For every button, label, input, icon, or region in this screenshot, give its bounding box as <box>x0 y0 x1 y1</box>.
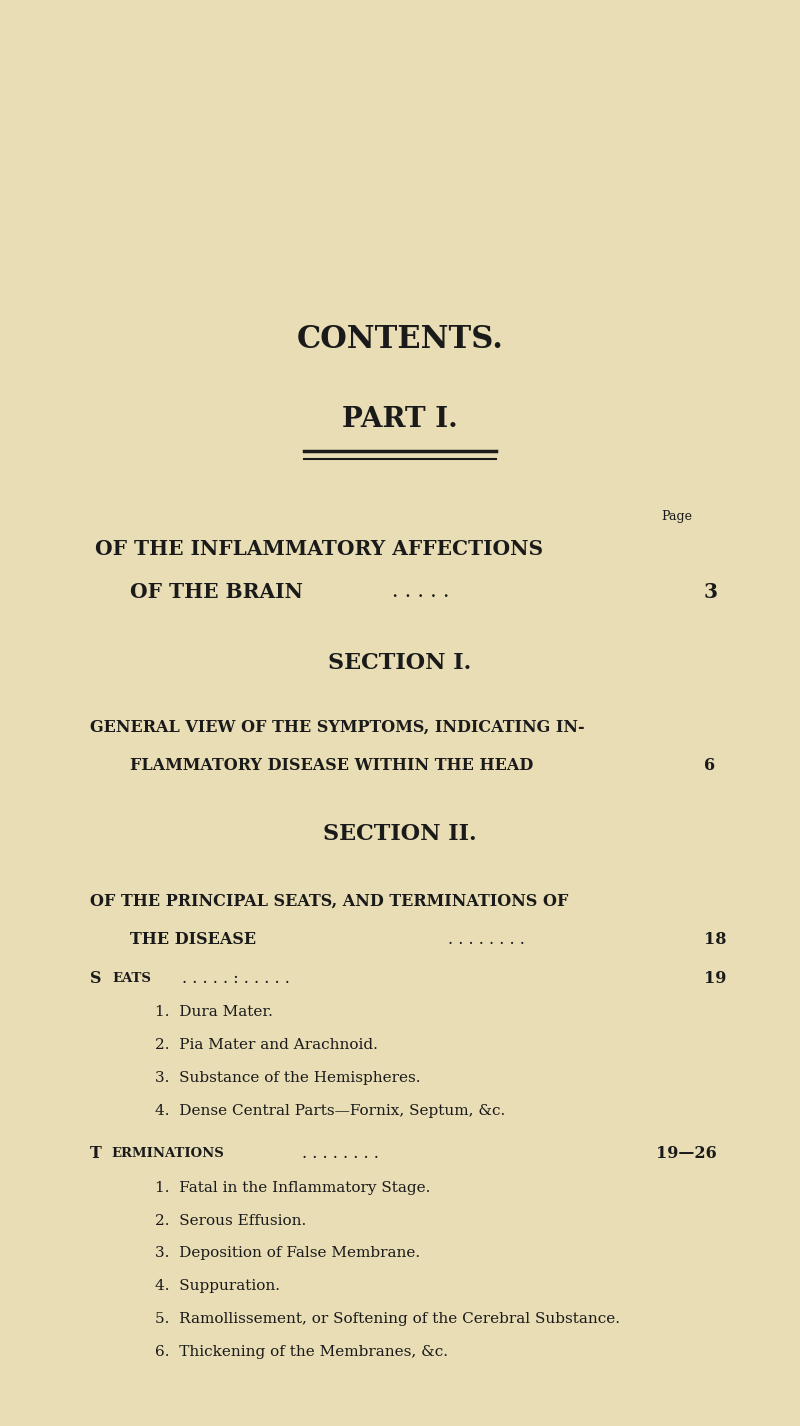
Text: GENERAL VIEW OF THE SYMPTOMS, INDICATING IN-: GENERAL VIEW OF THE SYMPTOMS, INDICATING… <box>90 719 585 736</box>
Text: 5.  Ramollissement, or Softening of the Cerebral Substance.: 5. Ramollissement, or Softening of the C… <box>155 1312 620 1326</box>
Text: PART I.: PART I. <box>342 406 458 432</box>
Text: 3: 3 <box>704 582 718 602</box>
Text: EATS: EATS <box>112 971 151 985</box>
Text: Page: Page <box>661 509 692 523</box>
Text: 18: 18 <box>704 931 726 948</box>
Text: CONTENTS.: CONTENTS. <box>297 324 503 355</box>
Text: . . . . .: . . . . . <box>392 582 450 602</box>
Text: 19—26: 19—26 <box>656 1145 717 1162</box>
Text: 1.  Fatal in the Inflammatory Stage.: 1. Fatal in the Inflammatory Stage. <box>155 1181 430 1195</box>
Text: 4.  Suppuration.: 4. Suppuration. <box>155 1279 280 1293</box>
Text: OF THE PRINCIPAL SEATS, AND TERMINATIONS OF: OF THE PRINCIPAL SEATS, AND TERMINATIONS… <box>90 893 568 910</box>
Text: 19: 19 <box>704 970 726 987</box>
Text: 6.  Thickening of the Membranes, &c.: 6. Thickening of the Membranes, &c. <box>155 1345 448 1359</box>
Text: 3.  Deposition of False Membrane.: 3. Deposition of False Membrane. <box>155 1246 420 1261</box>
Text: 2.  Serous Effusion.: 2. Serous Effusion. <box>155 1214 306 1228</box>
Text: SECTION II.: SECTION II. <box>323 823 477 846</box>
Text: ERMINATIONS: ERMINATIONS <box>112 1147 224 1161</box>
Text: 3.  Substance of the Hemispheres.: 3. Substance of the Hemispheres. <box>155 1071 421 1085</box>
Text: 2.  Pia Mater and Arachnoid.: 2. Pia Mater and Arachnoid. <box>155 1038 378 1052</box>
Text: . . . . . . . .: . . . . . . . . <box>448 931 525 948</box>
Text: 4.  Dense Central Parts—Fornix, Septum, &c.: 4. Dense Central Parts—Fornix, Septum, &… <box>155 1104 506 1118</box>
Text: S: S <box>90 970 102 987</box>
Text: . . . . . : . . . . .: . . . . . : . . . . . <box>182 970 290 987</box>
Text: OF THE INFLAMMATORY AFFECTIONS: OF THE INFLAMMATORY AFFECTIONS <box>95 539 543 559</box>
Text: 1.  Dura Mater.: 1. Dura Mater. <box>155 1005 273 1020</box>
Text: 6: 6 <box>704 757 715 774</box>
Text: SECTION I.: SECTION I. <box>328 652 472 674</box>
Text: FLAMMATORY DISEASE WITHIN THE HEAD: FLAMMATORY DISEASE WITHIN THE HEAD <box>130 757 534 774</box>
Text: . . . . . . . .: . . . . . . . . <box>302 1145 379 1162</box>
Text: OF THE BRAIN: OF THE BRAIN <box>130 582 303 602</box>
Text: THE DISEASE: THE DISEASE <box>130 931 256 948</box>
Text: T: T <box>90 1145 102 1162</box>
